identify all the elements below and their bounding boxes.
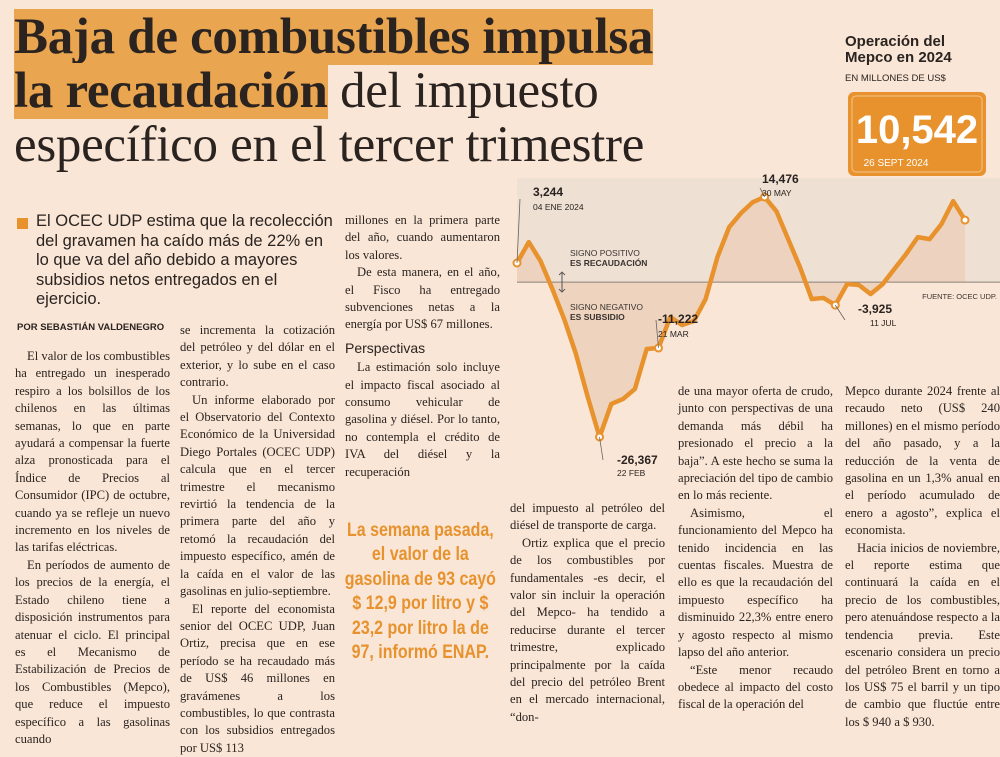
paragraph: “Este menor recaudo obedece al impacto d… (678, 662, 833, 714)
headline-highlight: Baja de combustibles impulsa (14, 9, 653, 65)
column: del impuesto al petróleo del diésel de t… (510, 500, 665, 726)
paragraph: de una mayor oferta de crudo, junto con … (678, 383, 833, 505)
column: millones en la primera parte del año, cu… (345, 212, 500, 481)
subhead: Perspectivas (345, 340, 500, 357)
paragraph: del impuesto al petróleo del diésel de t… (510, 500, 665, 535)
headline-line-3: específico en el tercer trimestre (14, 118, 644, 172)
point-date-label: 21 MAR (658, 329, 689, 339)
point-value-label: -26,367 (617, 453, 658, 467)
point-value-label: -3,925 (858, 302, 892, 316)
headline-line-1: Baja de combustibles impulsa (14, 10, 653, 64)
point-date-label: 22 FEB (617, 468, 646, 478)
chart-title: Operación del Mepco en 2024 (845, 34, 975, 66)
annotation: ES SUBSIDIO (570, 312, 625, 322)
paragraph: En períodos de aumento de los precios de… (15, 557, 170, 748)
chart-subtitle: EN MILLONES DE US$ (845, 73, 946, 84)
annotation: SIGNO POSITIVO (570, 248, 640, 258)
paragraph: La estimación solo incluye el impacto fi… (345, 359, 500, 481)
paragraph: millones en la primera parte del año, cu… (345, 212, 500, 264)
paragraph: se incrementa la cotización del petróleo… (180, 322, 335, 392)
paragraph: Asimismo, el funcionamiento del Mepco ha… (678, 505, 833, 662)
headline-text: específico en el tercer trimestre (14, 117, 644, 173)
point-date-label: 30 MAY (762, 188, 792, 198)
paragraph: Hacia inicios de noviembre, el reporte e… (845, 540, 1000, 731)
source: FUENTE: OCEC UDP. (922, 292, 997, 301)
point-value-label: 3,244 (533, 185, 563, 199)
paragraph: El reporte del economista senior del OCE… (180, 601, 335, 757)
lead: El OCEC UDP estima que la recolección de… (36, 212, 336, 310)
paragraph: El valor de los combustibles ha entregad… (15, 348, 170, 557)
point-value-label: 14,476 (762, 172, 799, 186)
point-date-label: 26 SEPT 2024 (864, 158, 929, 169)
headline-highlight: la recaudación (14, 63, 328, 119)
headline-text: del impuesto (340, 63, 598, 119)
paragraph: Ortiz explica que el precio de los combu… (510, 535, 665, 726)
lead-bullet (17, 218, 28, 229)
paragraph: De esta manera, en el año, el Fisco ha e… (345, 264, 500, 334)
annotation: SIGNO NEGATIVO (570, 302, 643, 312)
column: se incrementa la cotización del petróleo… (180, 322, 335, 757)
annotation: ES RECAUDACIÓN (570, 257, 647, 268)
data-point (962, 217, 969, 224)
column: de una mayor oferta de crudo, junto con … (678, 383, 833, 714)
point-value-label: 10,542 (856, 108, 978, 152)
paragraph: Un informe elaborado por el Observatorio… (180, 392, 335, 601)
headline-line-2: la recaudación del impuesto (14, 64, 599, 118)
column: El valor de los combustibles ha entregad… (15, 348, 170, 748)
point-value-label: -11,222 (658, 312, 698, 326)
column: Mepco durante 2024 frente al recaudo net… (845, 383, 1000, 731)
point-date-label: 11 JUL (870, 318, 897, 328)
pullquote: La semana pasada, el valor de la gasolin… (340, 518, 501, 664)
leader-line (835, 305, 845, 320)
byline: POR SEBASTIÁN VALDENEGRO (17, 322, 164, 333)
paragraph: Mepco durante 2024 frente al recaudo net… (845, 383, 1000, 540)
point-date-label: 04 ENE 2024 (533, 202, 584, 212)
